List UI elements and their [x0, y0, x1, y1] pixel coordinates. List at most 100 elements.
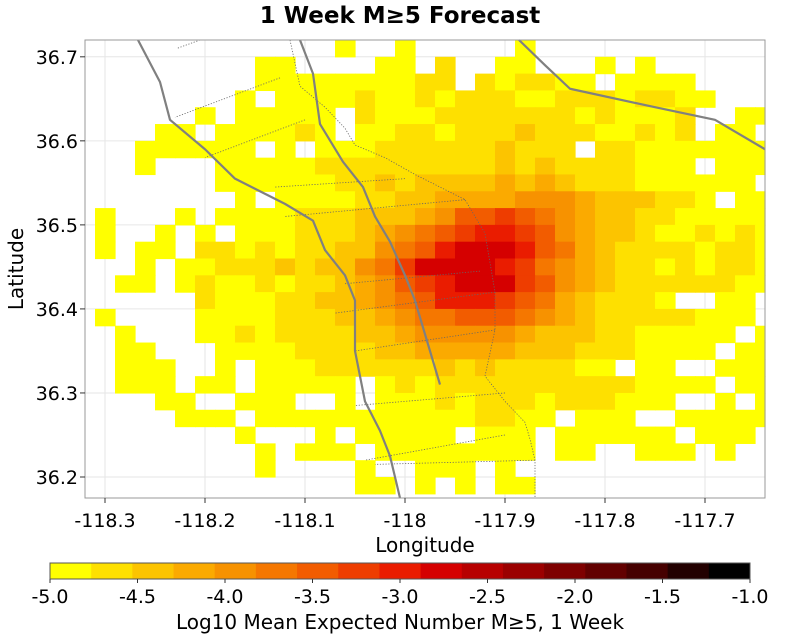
- heatmap-cell: [475, 376, 496, 394]
- heatmap-cell: [315, 426, 336, 444]
- colorbar-segment: [502, 563, 545, 579]
- heatmap-cell: [535, 157, 556, 176]
- heatmap-cell: [295, 107, 316, 125]
- heatmap-cell: [535, 224, 556, 243]
- heatmap-cell: [415, 90, 436, 108]
- heatmap-cell: [675, 124, 696, 142]
- heatmap-cell: [515, 124, 536, 142]
- heatmap-cell: [175, 140, 196, 159]
- heatmap-cell: [395, 325, 416, 344]
- heatmap-cell: [275, 342, 296, 360]
- heatmap-cell: [395, 342, 416, 360]
- heatmap-cell: [455, 275, 476, 293]
- heatmap-cell: [495, 90, 516, 108]
- heatmap-cell: [595, 140, 616, 159]
- heatmap-cell: [535, 107, 556, 125]
- heatmap-cell: [635, 426, 656, 444]
- boundary-line: [354, 329, 496, 352]
- heatmap-cell: [235, 258, 256, 276]
- heatmap-cell: [575, 191, 596, 209]
- heatmap-cell: [675, 443, 696, 461]
- heatmap-cell: [415, 376, 436, 394]
- heatmap-cell: [615, 426, 636, 444]
- heatmap-cell: [615, 275, 636, 293]
- heatmap-cell: [515, 409, 536, 428]
- heatmap-cell: [655, 342, 676, 360]
- heatmap-cell: [575, 409, 596, 428]
- heatmap-cell: [555, 292, 576, 310]
- heatmap-cell: [335, 174, 356, 192]
- heatmap-cell: [295, 359, 316, 377]
- heatmap-cell: [595, 325, 616, 344]
- heatmap-cell: [355, 140, 376, 159]
- heatmap-cell: [735, 140, 756, 159]
- heatmap-cell: [355, 460, 376, 478]
- heatmap-cell: [615, 342, 636, 360]
- heatmap-cell: [275, 275, 296, 293]
- heatmap-cell: [575, 376, 596, 394]
- heatmap-cell: [135, 275, 156, 293]
- heatmap-cell: [375, 359, 396, 377]
- heatmap-cell: [435, 392, 456, 411]
- heatmap-cell: [495, 275, 516, 293]
- chart-title: 1 Week M≥5 Forecast: [260, 3, 541, 29]
- heatmap-cell: [95, 241, 116, 260]
- heatmap-cell: [695, 224, 716, 243]
- heatmap-cell: [355, 476, 376, 495]
- heatmap-cell: [555, 174, 576, 192]
- heatmap-cell: [575, 325, 596, 344]
- heatmap-cell: [475, 443, 496, 461]
- heatmap-cell: [475, 292, 496, 310]
- heatmap-cell: [235, 392, 256, 411]
- heatmap-cell: [615, 392, 636, 411]
- heatmap-cell: [455, 308, 476, 327]
- heatmap-cell: [255, 241, 276, 260]
- heatmap-cell: [255, 409, 276, 428]
- heatmap-cell: [755, 392, 766, 411]
- heatmap-cell: [675, 325, 696, 344]
- heatmap-cell: [215, 208, 236, 226]
- heatmap-cell: [435, 409, 456, 428]
- heatmap-cell: [595, 56, 616, 75]
- heatmap-cell: [615, 208, 636, 226]
- heatmap-cell: [475, 73, 496, 92]
- heatmap-cell: [615, 241, 636, 260]
- heatmap-cell: [615, 73, 636, 92]
- colorbar-segment: [297, 563, 339, 579]
- heatmap-cell: [735, 342, 756, 360]
- heatmap-cell: [695, 308, 716, 327]
- fault-line: [137, 39, 402, 499]
- heatmap-cell: [595, 426, 616, 444]
- x-tick-label: -117.9: [474, 510, 535, 532]
- heatmap-cell: [275, 90, 296, 108]
- heatmap-cell: [635, 275, 656, 293]
- heatmap-cell: [295, 191, 316, 209]
- x-axis-title: Longitude: [375, 533, 474, 557]
- heatmap-cell: [415, 191, 436, 209]
- heatmap-cell: [715, 174, 736, 192]
- heatmap-cell: [555, 275, 576, 293]
- heatmap-cell: [575, 107, 596, 125]
- heatmap-cell: [435, 157, 456, 176]
- heatmap-cell: [675, 409, 696, 428]
- heatmap-cell: [555, 308, 576, 327]
- heatmap-cell: [695, 208, 716, 226]
- heatmap-cell: [355, 157, 376, 176]
- colorbar-segment: [708, 563, 751, 579]
- heatmap-cell: [495, 409, 516, 428]
- plot-frame: [84, 39, 766, 499]
- heatmap-cell: [375, 392, 396, 411]
- heatmap-cell: [135, 258, 156, 276]
- heatmap-cell: [655, 443, 676, 461]
- heatmap-cell: [595, 124, 616, 142]
- heatmap-cell: [755, 208, 766, 226]
- heatmap-cell: [395, 308, 416, 327]
- heatmap-cell: [615, 325, 636, 344]
- heatmap-cell: [155, 241, 176, 260]
- heatmap-cell: [235, 426, 256, 444]
- heatmap-cell: [115, 376, 136, 394]
- heatmap-cell: [735, 208, 756, 226]
- heatmap-cell: [295, 275, 316, 293]
- heatmap-cell: [455, 157, 476, 176]
- heatmap-cell: [195, 107, 216, 125]
